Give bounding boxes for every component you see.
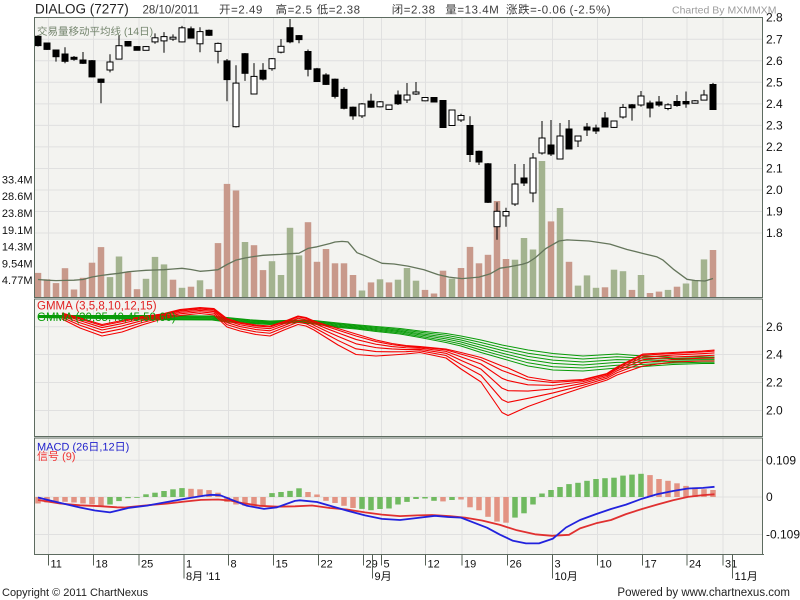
svg-text:19: 19 — [464, 559, 476, 571]
svg-text:2.2: 2.2 — [766, 376, 783, 390]
svg-text:1.8: 1.8 — [766, 226, 783, 240]
svg-text:24: 24 — [689, 559, 701, 571]
svg-text:9.54M: 9.54M — [2, 258, 33, 270]
svg-text:GMMA (30,35,40,45,50,60): GMMA (30,35,40,45,50,60) — [37, 312, 176, 324]
svg-text:12: 12 — [428, 559, 440, 571]
svg-text:0: 0 — [766, 490, 773, 504]
svg-text:25: 25 — [141, 559, 153, 571]
svg-text:1: 1 — [186, 559, 192, 571]
svg-text:2.4: 2.4 — [766, 97, 783, 111]
svg-text:2.3: 2.3 — [766, 118, 783, 132]
svg-text:29: 29 — [366, 559, 378, 571]
svg-text:2.4: 2.4 — [766, 348, 783, 362]
svg-text:2.6: 2.6 — [766, 54, 783, 68]
svg-text:2.6: 2.6 — [766, 320, 783, 334]
svg-text:14.3M: 14.3M — [2, 242, 33, 254]
svg-text:33.4M: 33.4M — [2, 174, 33, 186]
svg-text:DIALOG (7277): DIALOG (7277) — [35, 2, 129, 17]
svg-text:17: 17 — [645, 559, 657, 571]
svg-text:2.0: 2.0 — [766, 183, 783, 197]
svg-text:18: 18 — [96, 559, 108, 571]
svg-text:2.5: 2.5 — [766, 75, 783, 89]
svg-text:2.8: 2.8 — [766, 11, 783, 25]
svg-text:-0.109: -0.109 — [766, 528, 800, 542]
svg-text:22: 22 — [321, 559, 333, 571]
svg-text:Powered by www.chartnexus.com: Powered by www.chartnexus.com — [617, 587, 790, 599]
svg-text:28.6M: 28.6M — [2, 191, 33, 203]
svg-text:5: 5 — [384, 559, 390, 571]
svg-text:GMMA (3,5,8,10,12,15): GMMA (3,5,8,10,12,15) — [37, 301, 157, 313]
svg-text:4.77M: 4.77M — [2, 275, 33, 287]
svg-text:8: 8 — [231, 559, 237, 571]
svg-text:19.1M: 19.1M — [2, 225, 33, 237]
svg-text:2.2: 2.2 — [766, 140, 783, 154]
svg-text:2.7: 2.7 — [766, 32, 783, 46]
svg-text:15: 15 — [276, 559, 288, 571]
svg-text:26: 26 — [510, 559, 522, 571]
svg-text:10: 10 — [600, 559, 612, 571]
svg-text:1.9: 1.9 — [766, 205, 783, 219]
svg-text:3: 3 — [555, 559, 561, 571]
svg-text:Copyright © 2011 ChartNexus: Copyright © 2011 ChartNexus — [2, 587, 149, 599]
svg-text:11: 11 — [51, 559, 62, 571]
svg-text:2.0: 2.0 — [766, 404, 783, 418]
svg-text:2.1: 2.1 — [766, 162, 783, 176]
svg-text:Charted By MXMMXM: Charted By MXMMXM — [672, 5, 776, 17]
svg-text:0.109: 0.109 — [766, 453, 796, 467]
svg-text:23.8M: 23.8M — [2, 208, 33, 220]
svg-text:31: 31 — [725, 559, 737, 571]
svg-text:28/10/2011: 28/10/2011 — [143, 5, 200, 17]
